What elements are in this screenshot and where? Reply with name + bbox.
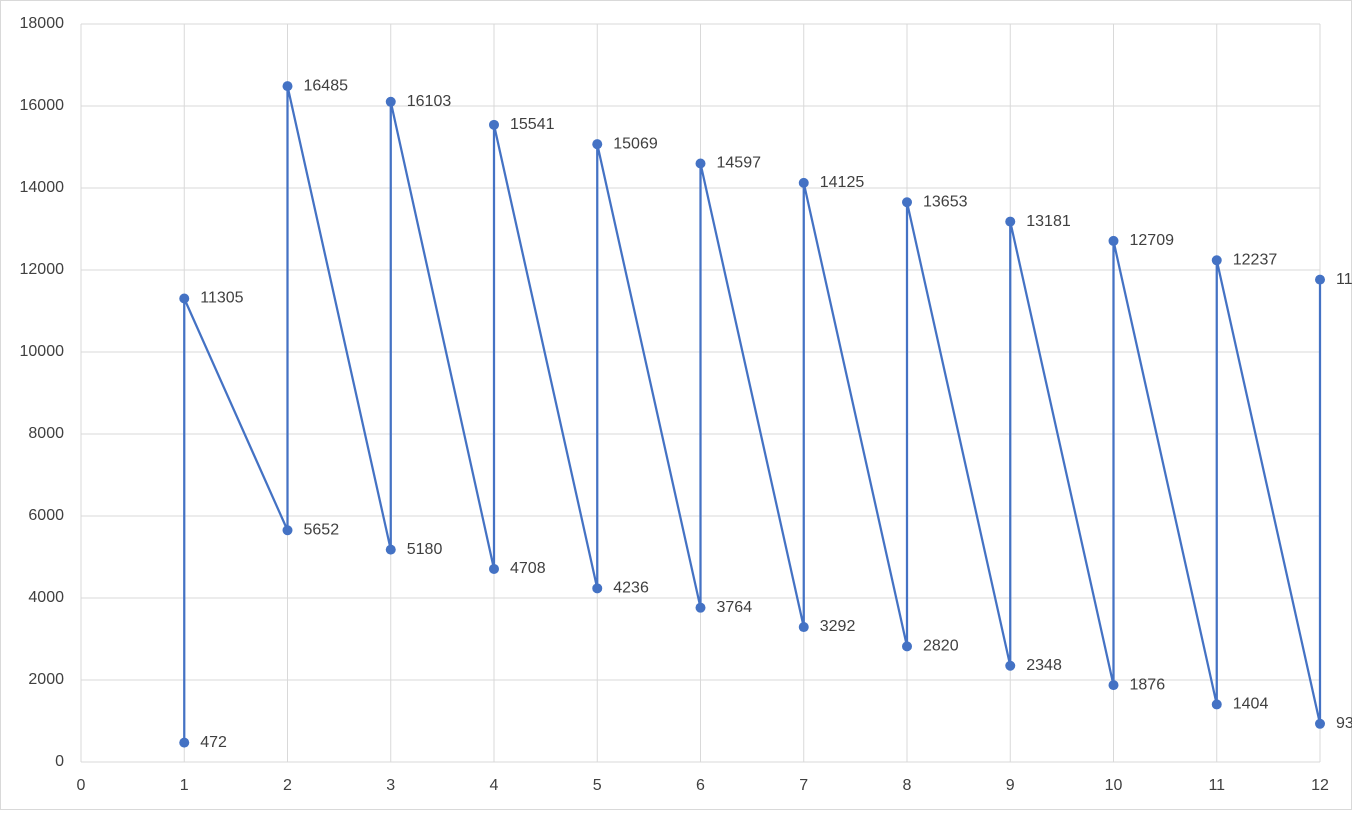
data-point [1315,274,1325,285]
data-point [1108,235,1119,246]
x-tick-label: 2 [283,777,292,794]
x-tick-label: 0 [77,777,86,794]
data-point [798,622,809,633]
x-tick-label: 3 [386,777,395,794]
data-label: 14125 [820,174,865,191]
data-label: 12709 [1130,232,1175,249]
x-tick-label: 8 [903,777,912,794]
y-tick-label: 4000 [28,589,64,606]
x-tick-label: 5 [593,777,602,794]
data-label: 14597 [717,155,762,172]
data-label: 13653 [923,193,968,210]
data-label: 2348 [1026,657,1062,674]
data-point [1005,660,1016,671]
data-label: 3764 [717,599,753,616]
x-tick-label: 12 [1311,777,1329,794]
data-point [1211,255,1222,266]
data-point [1211,699,1222,710]
data-point [798,177,809,188]
data-point [592,583,603,594]
data-label: 15541 [510,116,555,133]
y-tick-label: 10000 [20,343,65,360]
data-label: 11305 [200,290,243,307]
data-label: 11765 [1336,271,1352,288]
y-tick-label: 18000 [20,15,65,32]
x-tick-label: 11 [1208,777,1225,794]
data-label: 4708 [510,560,546,577]
data-label: 15069 [613,135,658,152]
data-point [1005,216,1016,227]
y-tick-label: 14000 [20,179,65,196]
data-label: 1876 [1130,676,1166,693]
data-point [282,81,293,92]
y-tick-label: 0 [55,753,64,770]
data-point [179,737,190,748]
data-label: 3292 [820,618,856,635]
data-point [902,641,912,652]
data-label: 5652 [304,521,340,538]
data-label: 5180 [407,541,443,558]
data-label: 2820 [923,638,959,655]
y-tick-label: 16000 [20,97,65,114]
y-tick-label: 6000 [28,507,64,524]
data-label: 16103 [407,93,452,110]
data-point [282,525,293,536]
y-tick-label: 8000 [28,425,64,442]
data-point [179,293,190,304]
data-label: 4236 [613,580,649,597]
data-label: 12237 [1233,252,1278,269]
y-tick-label: 12000 [20,261,65,278]
x-tick-label: 10 [1105,777,1123,794]
x-tick-label: 6 [696,777,705,794]
data-point [489,119,499,130]
data-point [385,544,396,555]
y-tick-label: 2000 [28,671,64,688]
data-label: 932 [1336,715,1352,732]
data-point [489,563,499,574]
data-point [1315,718,1325,729]
x-tick-label: 1 [180,777,189,794]
data-label: 472 [200,734,227,751]
data-point [695,158,706,169]
x-tick-label: 7 [799,777,808,794]
data-label: 1404 [1233,696,1269,713]
data-label: 13181 [1026,213,1071,230]
data-point [1108,680,1119,691]
data-point [592,139,603,150]
data-point [695,602,706,613]
x-tick-label: 4 [490,777,499,794]
data-point [385,96,396,107]
data-label: 16485 [304,77,349,94]
series-line [183,85,1322,743]
data-point [902,197,912,208]
x-tick-label: 9 [1006,777,1015,794]
